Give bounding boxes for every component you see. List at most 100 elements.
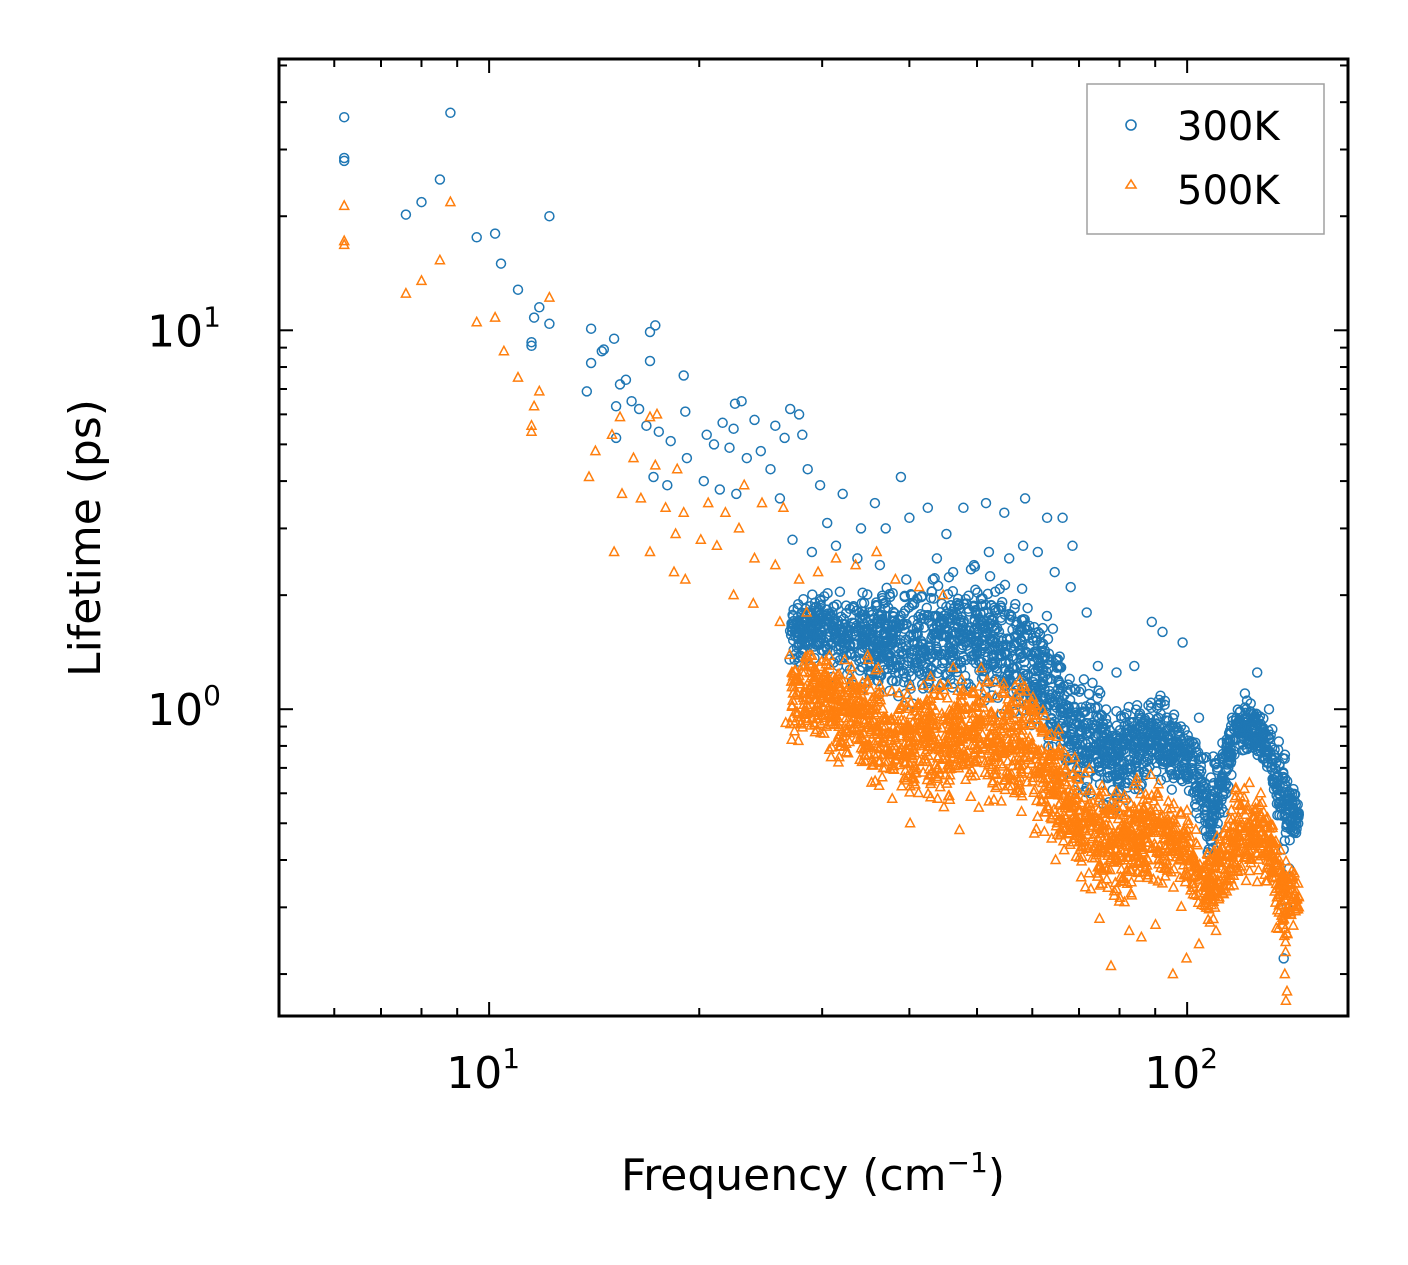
- data-point-500k: [1220, 847, 1232, 858]
- data-point-300k: [1232, 723, 1243, 734]
- data-point-500k: [1030, 822, 1043, 834]
- data-point-500k: [802, 700, 815, 712]
- data-point-300k: [755, 445, 767, 457]
- data-point-300k: [1130, 743, 1141, 754]
- data-point-500k: [1027, 690, 1039, 702]
- data-point-300k: [941, 528, 952, 540]
- data-point-500k: [1174, 852, 1187, 864]
- data-point-500k: [980, 675, 992, 687]
- data-point-500k: [498, 344, 510, 356]
- data-point-500k: [858, 748, 871, 760]
- data-point-300k: [1039, 645, 1051, 656]
- data-point-500k: [400, 286, 412, 298]
- data-point-500k: [873, 695, 885, 707]
- data-point-500k: [659, 501, 672, 513]
- data-point-500k: [818, 714, 831, 726]
- data-point-500k: [677, 506, 690, 517]
- data-point-500k: [1091, 821, 1104, 833]
- data-point-300k: [1288, 783, 1299, 795]
- data-point-300k: [1194, 813, 1205, 824]
- data-point-300k: [1042, 674, 1053, 685]
- data-point-500k: [988, 793, 1000, 805]
- data-point-500k: [1110, 842, 1122, 854]
- data-point-500k: [1274, 843, 1287, 855]
- data-point-500k: [1202, 913, 1214, 925]
- data-point-500k: [1144, 805, 1157, 817]
- data-point-300k: [1088, 742, 1099, 754]
- data-point-300k: [400, 209, 412, 220]
- data-point-500k: [644, 410, 656, 422]
- data-point-500k: [1213, 892, 1225, 904]
- data-point-300k: [1157, 738, 1169, 749]
- data-point-500k: [1243, 864, 1256, 876]
- data-point-500k: [1121, 820, 1133, 832]
- data-point-300k: [1279, 773, 1291, 784]
- data-point-300k: [1272, 784, 1284, 796]
- data-point-500k: [858, 696, 870, 708]
- data-point-300k: [662, 479, 673, 491]
- data-point-500k: [921, 773, 933, 785]
- data-point-500k: [905, 696, 917, 708]
- data-point-500k: [1108, 884, 1121, 896]
- data-point-500k: [1255, 786, 1267, 798]
- data-point-500k: [873, 779, 885, 790]
- data-point-300k: [999, 579, 1011, 591]
- data-point-500k: [1192, 896, 1205, 907]
- data-point-300k: [1041, 610, 1053, 622]
- data-point-300k: [982, 651, 994, 663]
- data-point-500k: [997, 687, 1010, 698]
- data-point-500k: [1013, 778, 1026, 790]
- y-axis-label: Lifetime (ps): [60, 399, 111, 677]
- data-point-500k: [1227, 869, 1240, 881]
- data-point-500k: [1076, 850, 1088, 862]
- data-point-300k: [1017, 640, 1028, 652]
- legend-label-500k: 500K: [1177, 168, 1281, 214]
- data-point-300k: [806, 546, 818, 558]
- data-point-500k: [991, 779, 1004, 791]
- data-point-500k: [1218, 872, 1231, 884]
- data-point-300k: [1112, 753, 1124, 764]
- data-point-500k: [861, 648, 874, 660]
- data-point-500k: [1101, 846, 1114, 858]
- data-point-500k: [1235, 819, 1248, 831]
- data-point-500k: [1214, 832, 1227, 844]
- data-point-300k: [1278, 953, 1289, 964]
- data-point-300k: [1152, 741, 1163, 752]
- data-point-500k: [1260, 812, 1272, 824]
- data-point-300k: [1205, 818, 1217, 829]
- data-point-300k: [708, 439, 720, 450]
- data-point-500k: [1139, 808, 1151, 820]
- data-point-500k: [1120, 817, 1133, 829]
- x-tick-label: 101: [446, 1042, 520, 1099]
- data-point-300k: [1287, 825, 1298, 836]
- data-point-500k: [973, 679, 986, 691]
- data-point-500k: [338, 234, 350, 246]
- data-point-500k: [1182, 814, 1194, 825]
- data-point-300k: [1130, 729, 1142, 740]
- data-point-500k: [1000, 709, 1012, 721]
- data-point-300k: [917, 639, 928, 650]
- data-point-300k: [1293, 811, 1304, 823]
- data-point-500k: [1093, 912, 1106, 923]
- data-point-500k: [789, 714, 802, 726]
- data-point-500k: [979, 766, 991, 777]
- data-point-300k: [1151, 724, 1163, 736]
- data-point-300k: [1017, 540, 1029, 552]
- data-point-500k: [1057, 834, 1070, 846]
- data-point-300k: [944, 642, 956, 654]
- data-point-300k: [610, 401, 622, 412]
- data-point-300k: [1190, 737, 1201, 748]
- data-point-300k: [970, 584, 981, 596]
- data-point-300k: [988, 615, 999, 626]
- data-point-300k: [1102, 738, 1114, 750]
- data-point-300k: [873, 610, 885, 622]
- data-point-500k: [912, 786, 925, 798]
- data-point-500k: [1086, 851, 1098, 863]
- data-point-300k: [1214, 807, 1225, 819]
- data-point-500k: [892, 721, 905, 733]
- data-point-300k: [949, 612, 960, 623]
- data-point-300k: [1012, 624, 1023, 636]
- data-point-500k: [988, 755, 1001, 767]
- data-point-300k: [1274, 809, 1285, 821]
- data-point-500k: [1186, 849, 1199, 861]
